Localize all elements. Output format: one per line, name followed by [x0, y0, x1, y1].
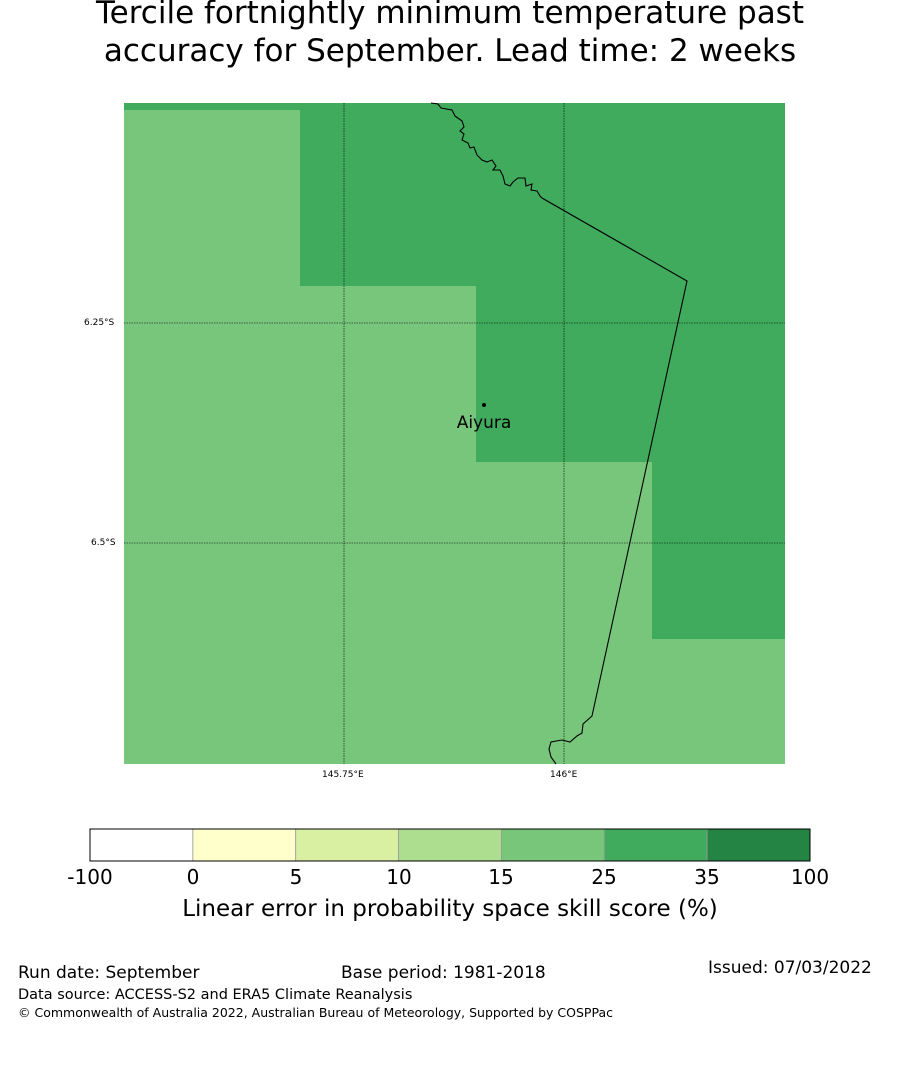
- colorbar-tick-label: 15: [488, 865, 514, 889]
- data-source: Data source: ACCESS-S2 and ERA5 Climate …: [18, 987, 413, 1003]
- grid-cell-center-west: [300, 286, 476, 764]
- colorbar-segment: [89, 828, 194, 862]
- gridlines: [124, 103, 785, 764]
- grid-cell-center-east: [476, 286, 785, 462]
- colorbar-segment: [501, 828, 605, 862]
- run-date: Run date: September: [18, 963, 200, 983]
- issued-date: Issued: 07/03/2022: [708, 958, 872, 978]
- title-line-1: Tercile fortnightly minimum temperature …: [96, 0, 804, 31]
- copyright: © Commonwealth of Australia 2022, Austra…: [18, 1005, 613, 1020]
- colorbar-border: [89, 828, 811, 862]
- chart-title: Tercile fortnightly minimum temperature …: [0, 0, 900, 70]
- colorbar-tick-label: 0: [186, 865, 200, 889]
- title-line-2: accuracy for September. Lead time: 2 wee…: [103, 33, 797, 69]
- colorbar-tick-label: 100: [790, 865, 830, 889]
- colorbar-tick-label: 25: [591, 865, 617, 889]
- colorbar-title: Linear error in probability space skill …: [182, 896, 718, 922]
- lon-label-146: 146°E: [550, 770, 578, 780]
- aiyura-label: Aiyura: [457, 413, 512, 433]
- skill-grid: [124, 103, 785, 764]
- boundary-line: [430, 102, 688, 765]
- colorbar-tick-label: 10: [386, 865, 412, 889]
- grid-cell-top-strip: [124, 103, 785, 110]
- colorbar-segment: [706, 828, 811, 862]
- base-period: Base period: 1981-2018: [341, 963, 546, 983]
- colorbar: [89, 828, 811, 862]
- grid-cell-southeast: [652, 639, 785, 764]
- aiyura-marker: [482, 403, 486, 407]
- lat-label-6-5: 6.5°S: [91, 538, 116, 548]
- colorbar-tick-label: 5: [289, 865, 303, 889]
- colorbar-segment: [192, 828, 297, 862]
- lat-label-6-25: 6.25°S: [84, 318, 115, 328]
- colorbar-tick-label: 35: [694, 865, 720, 889]
- lon-label-145-75: 145.75°E: [322, 770, 364, 780]
- colorbar-segment: [398, 828, 502, 862]
- colorbar-segment: [603, 828, 708, 862]
- colorbar-segment: [295, 828, 399, 862]
- colorbar-tick-label: -100: [67, 865, 113, 889]
- grid-cell-west: [124, 110, 300, 764]
- grid-cell-east: [652, 462, 785, 639]
